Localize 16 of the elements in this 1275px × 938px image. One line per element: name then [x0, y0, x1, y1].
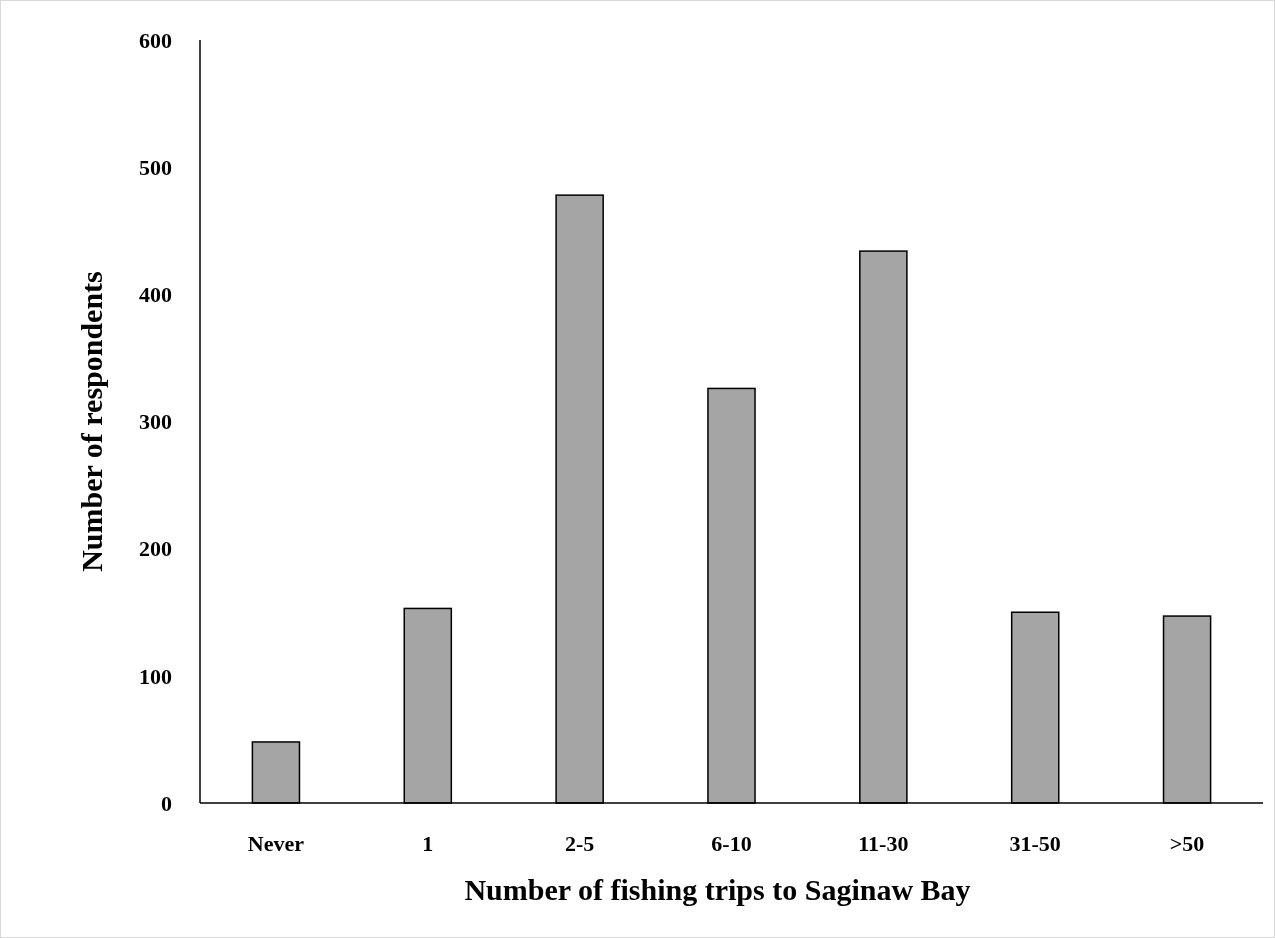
y-tick-label: 500	[139, 154, 172, 180]
y-tick-label: 300	[139, 409, 172, 435]
x-tick-label: 31-50	[1009, 831, 1061, 856]
x-tick-label: >50	[1169, 831, 1205, 856]
y-tick-label: 400	[139, 282, 172, 308]
x-axis-title: Number of fishing trips to Saginaw Bay	[464, 873, 971, 906]
x-tick-label: 6-10	[711, 831, 752, 856]
y-tick-label: 200	[139, 536, 172, 562]
x-tick-label: Never	[247, 831, 305, 856]
x-tick-label: 2-5	[564, 831, 595, 856]
y-axis-title: Number of respondents	[75, 271, 108, 572]
x-tick-label: 11-30	[858, 831, 909, 856]
y-tick-label: 600	[139, 27, 172, 53]
x-tick-label: 1	[422, 831, 434, 856]
y-tick-label: 100	[139, 663, 172, 689]
y-tick-label: 0	[161, 790, 172, 816]
